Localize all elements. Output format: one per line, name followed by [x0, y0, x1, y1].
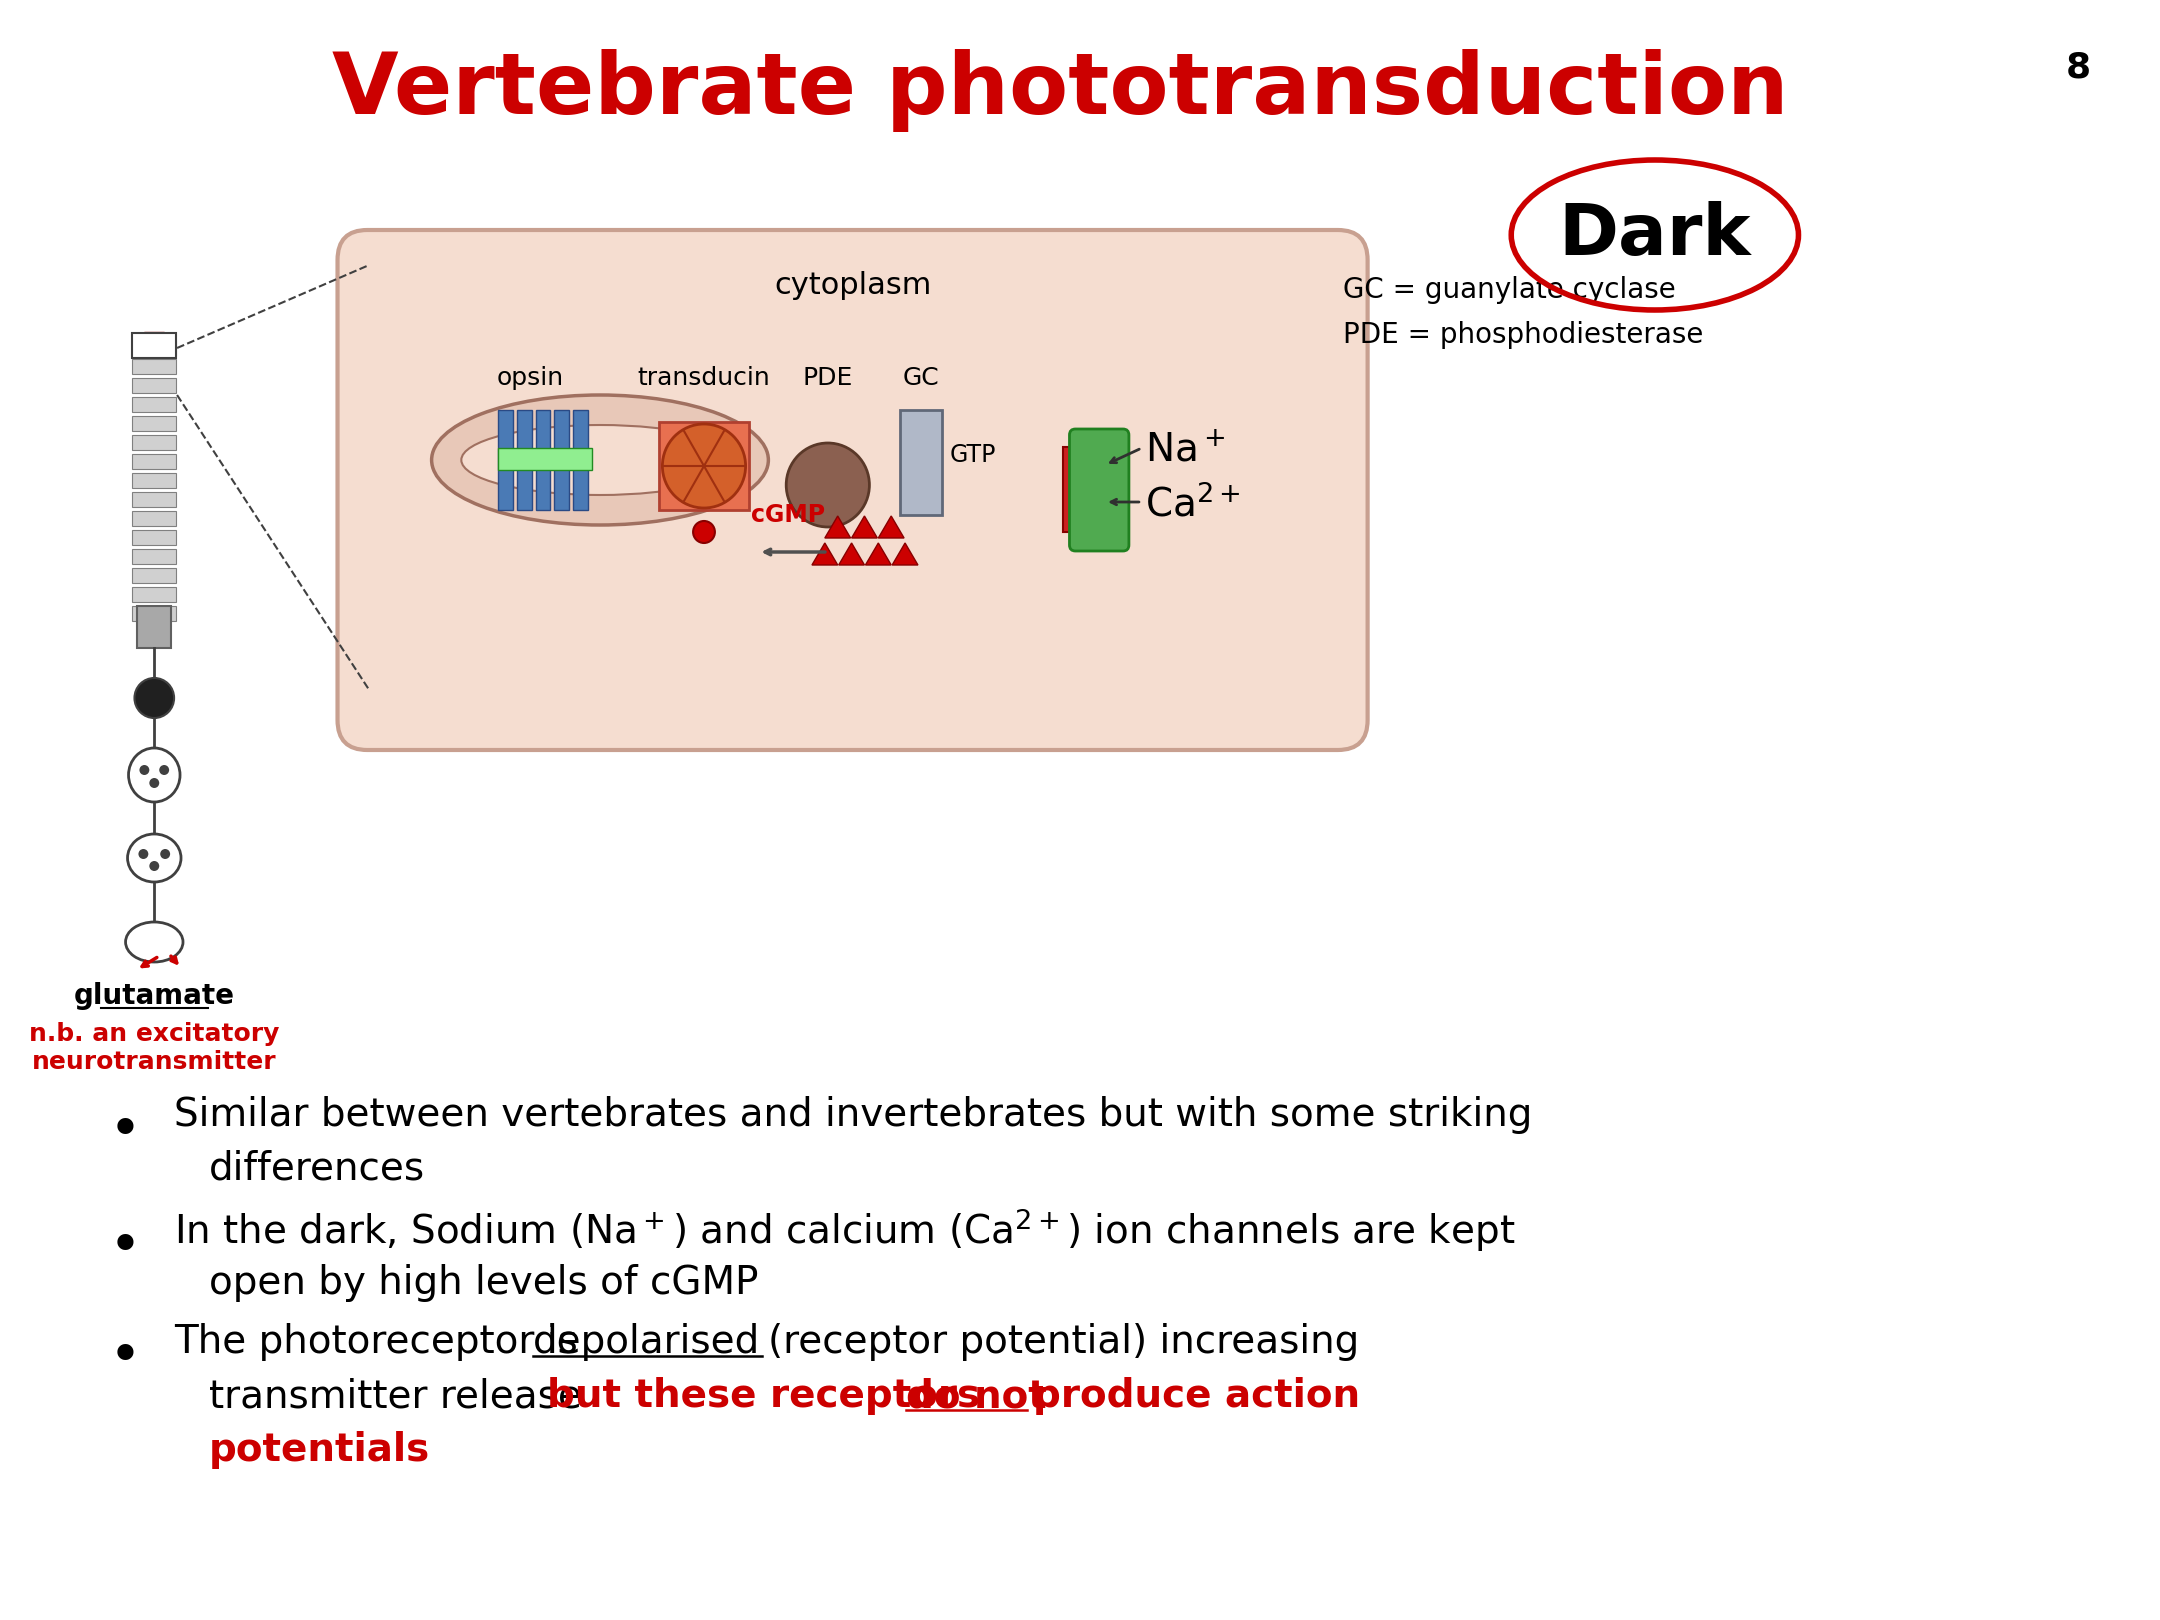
Text: GC: GC — [903, 366, 940, 390]
Bar — [132, 492, 177, 507]
Text: glutamate: glutamate — [73, 982, 235, 1009]
Bar — [499, 410, 512, 510]
Bar — [132, 377, 177, 394]
Text: produce action: produce action — [1032, 1377, 1361, 1414]
Bar — [132, 360, 177, 374]
Circle shape — [149, 778, 160, 787]
Text: cytoplasm: cytoplasm — [773, 271, 931, 300]
Bar — [132, 606, 177, 620]
Circle shape — [149, 860, 160, 872]
Text: 8: 8 — [2065, 50, 2091, 84]
Bar — [132, 436, 177, 450]
Bar — [132, 416, 177, 431]
Text: •: • — [108, 1221, 140, 1275]
Text: GTP: GTP — [950, 442, 996, 467]
Text: •: • — [108, 1105, 140, 1158]
Text: but these receptors: but these receptors — [546, 1377, 994, 1414]
Polygon shape — [838, 543, 864, 565]
Circle shape — [160, 765, 168, 774]
Bar — [132, 397, 177, 411]
Text: differences: differences — [210, 1149, 426, 1187]
Polygon shape — [812, 543, 838, 565]
Circle shape — [663, 424, 745, 509]
Text: Dark: Dark — [1560, 201, 1752, 269]
Bar — [1063, 447, 1084, 531]
Ellipse shape — [432, 395, 769, 525]
Ellipse shape — [127, 834, 181, 881]
Text: Vertebrate phototransduction: Vertebrate phototransduction — [333, 49, 1788, 131]
Text: In the dark, Sodium (Na$^+$) and calcium (Ca$^{2+}$) ion channels are kept: In the dark, Sodium (Na$^+$) and calcium… — [175, 1207, 1516, 1254]
Text: n.b. an excitatory
neurotransmitter: n.b. an excitatory neurotransmitter — [28, 1022, 279, 1074]
Polygon shape — [879, 517, 905, 538]
Bar — [132, 340, 177, 355]
Bar — [132, 473, 177, 488]
Text: open by high levels of cGMP: open by high levels of cGMP — [210, 1264, 758, 1302]
Circle shape — [134, 679, 175, 718]
Polygon shape — [851, 517, 877, 538]
Polygon shape — [825, 517, 851, 538]
Text: cGMP: cGMP — [752, 502, 825, 526]
Ellipse shape — [125, 922, 184, 962]
Text: (receptor potential) increasing: (receptor potential) increasing — [769, 1324, 1359, 1361]
Bar — [132, 549, 177, 564]
Circle shape — [786, 442, 870, 526]
Circle shape — [140, 765, 149, 774]
Bar — [572, 410, 588, 510]
Text: PDE = phosphodiesterase: PDE = phosphodiesterase — [1344, 321, 1704, 348]
Circle shape — [160, 849, 171, 859]
Polygon shape — [892, 543, 918, 565]
Circle shape — [693, 522, 715, 543]
Circle shape — [138, 849, 149, 859]
Polygon shape — [866, 543, 892, 565]
Bar — [901, 410, 942, 515]
Bar — [516, 410, 531, 510]
Ellipse shape — [462, 424, 739, 496]
FancyBboxPatch shape — [1069, 429, 1130, 551]
Bar — [132, 530, 177, 544]
Bar — [138, 606, 171, 648]
Text: transducin: transducin — [637, 366, 771, 390]
Text: depolarised: depolarised — [534, 1324, 760, 1361]
Text: GC = guanylate cyclase: GC = guanylate cyclase — [1344, 275, 1676, 305]
Text: Na$^+$: Na$^+$ — [1145, 431, 1225, 470]
Bar — [555, 410, 570, 510]
Text: transmitter release: transmitter release — [210, 1377, 594, 1414]
Text: •: • — [108, 1332, 140, 1385]
Bar — [536, 410, 551, 510]
Text: The photoreceptor is: The photoreceptor is — [175, 1324, 579, 1361]
Text: PDE: PDE — [804, 366, 853, 390]
Bar — [499, 449, 592, 470]
Text: opsin: opsin — [497, 366, 564, 390]
Bar — [132, 586, 177, 603]
Text: potentials: potentials — [210, 1430, 430, 1469]
Bar — [132, 454, 177, 470]
Bar — [132, 510, 177, 526]
FancyBboxPatch shape — [337, 230, 1367, 750]
Bar — [659, 421, 750, 510]
Bar — [132, 569, 177, 583]
Bar — [145, 332, 164, 350]
Text: Ca$^{2+}$: Ca$^{2+}$ — [1145, 484, 1240, 525]
Text: Similar between vertebrates and invertebrates but with some striking: Similar between vertebrates and inverteb… — [175, 1097, 1531, 1134]
Ellipse shape — [130, 748, 179, 802]
Bar — [132, 334, 177, 358]
Text: do not: do not — [905, 1377, 1048, 1414]
